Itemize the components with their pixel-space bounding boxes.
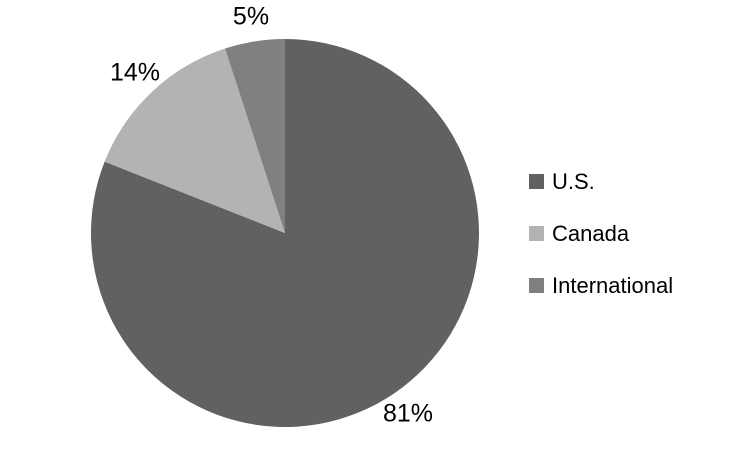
legend-swatch-canada <box>529 226 544 241</box>
legend-swatch-us <box>529 174 544 189</box>
legend-item-international: International <box>529 273 673 298</box>
legend: U.S. Canada International <box>529 169 673 298</box>
pie-slice-canada <box>104 48 286 233</box>
legend-label-canada: Canada <box>552 220 630 246</box>
pie-slice-international <box>225 39 285 233</box>
pie-slice-u-s <box>90 39 479 428</box>
legend-item-canada: Canada <box>529 221 673 246</box>
legend-label-international: International <box>552 272 674 298</box>
legend-label-us: U.S. <box>552 168 595 194</box>
legend-item-us: U.S. <box>529 169 673 194</box>
legend-swatch-international <box>529 278 544 293</box>
